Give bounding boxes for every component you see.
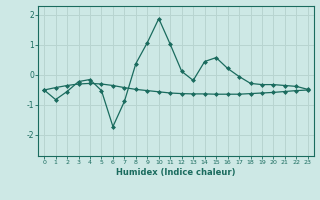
- X-axis label: Humidex (Indice chaleur): Humidex (Indice chaleur): [116, 168, 236, 177]
